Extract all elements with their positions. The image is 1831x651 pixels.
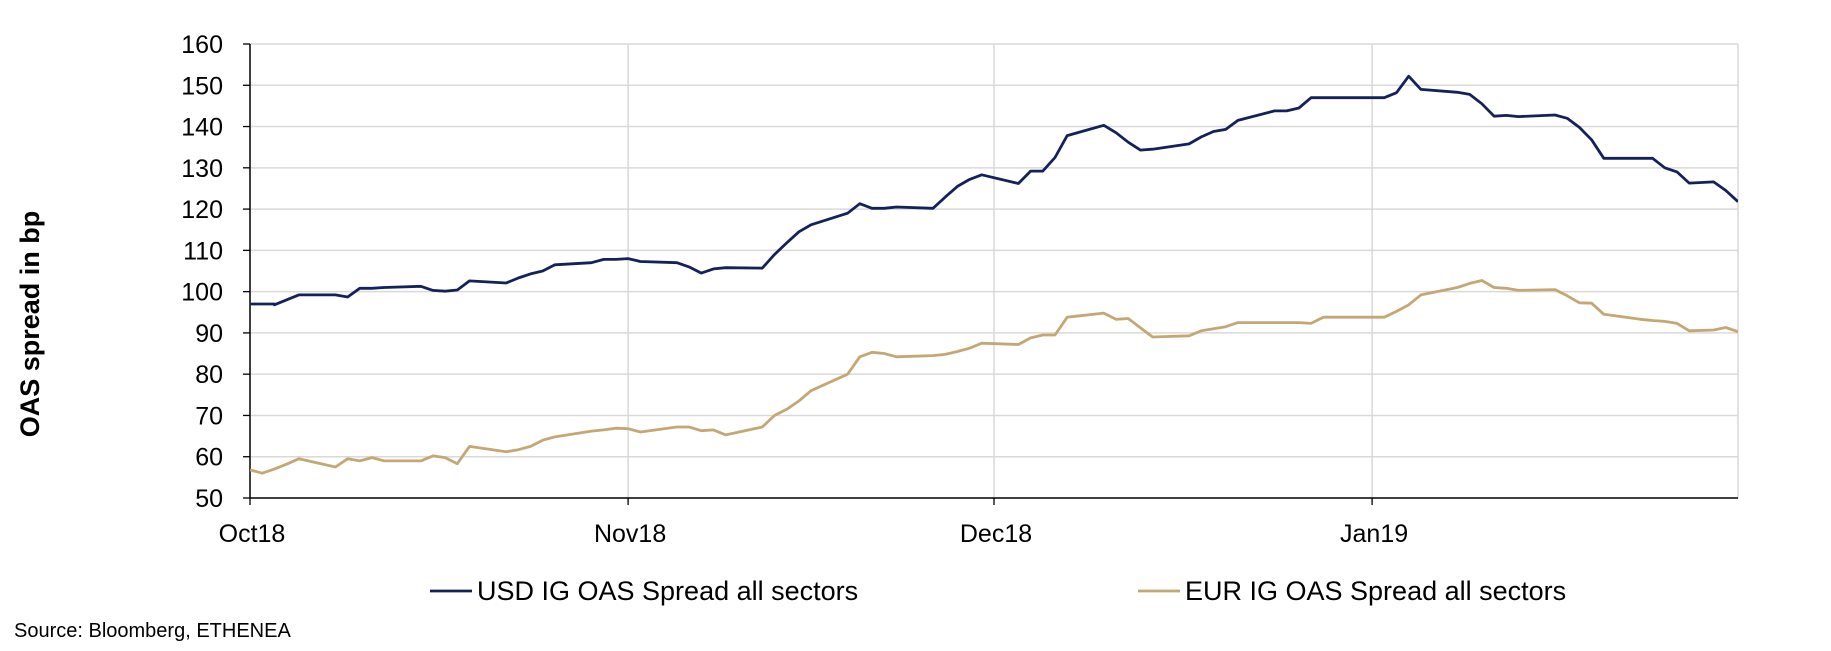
x-tick-label: Jan19 [1340,520,1408,548]
y-axis: 50 60 70 80 90 100 110 120 130 140 150 160 [181,31,251,513]
x-tick-label: Oct18 [219,520,286,548]
legend-label: USD IG OAS Spread all sectors [477,576,858,606]
x-tick-label: Dec18 [960,520,1032,548]
x-axis: Oct18 Nov18 Dec18 Jan19 [219,497,1738,548]
y-tick-label: 130 [181,155,223,183]
y-tick-label: 50 [195,485,223,513]
y-tick-label: 70 [195,402,223,430]
gridlines [250,43,1739,498]
y-tick-label: 140 [181,114,223,142]
y-tick-label: 80 [195,361,223,389]
y-tick-label: 150 [181,72,223,100]
y-tick-label: 120 [181,196,223,224]
y-tick-label: 110 [183,237,223,265]
legend: USD IG OAS Spread all sectors EUR IG OAS … [430,576,1566,606]
y-tick-label: 100 [181,279,223,307]
source-note: Source: Bloomberg, ETHENEA [14,620,291,642]
y-tick-label: 160 [181,31,223,59]
series-lines [250,74,1738,475]
series-line-eur [250,279,1738,475]
series-line-usd [250,74,1738,307]
y-axis-title: OAS spread in bp [15,211,45,438]
x-tick-label: Nov18 [594,520,666,548]
legend-label: EUR IG OAS Spread all sectors [1185,576,1566,606]
y-tick-label: 60 [195,444,223,472]
y-tick-label: 90 [195,320,223,348]
